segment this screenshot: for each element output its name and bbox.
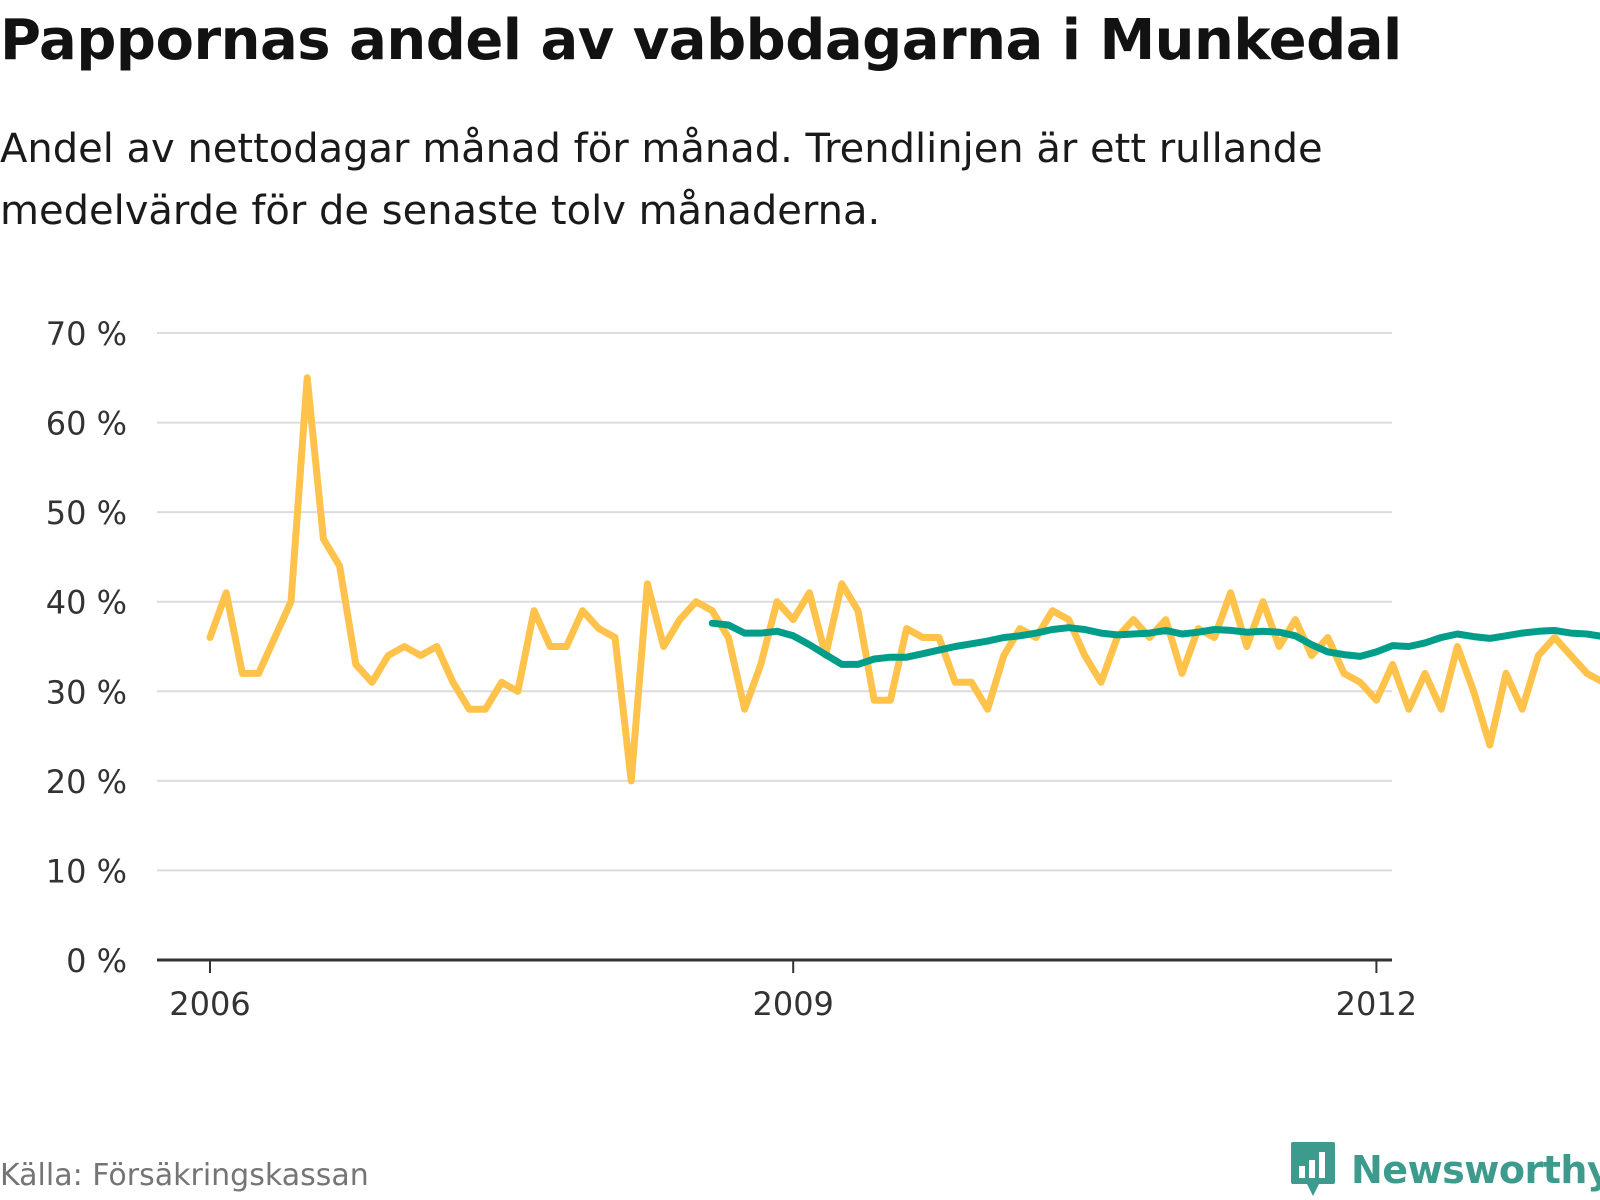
y-tick-label: 30 % xyxy=(46,673,127,711)
y-tick-label: 50 % xyxy=(46,494,127,532)
y-tick-label: 20 % xyxy=(46,763,127,801)
chart-subtitle: Andel av nettodagar månad för månad. Tre… xyxy=(0,126,1323,234)
series-line-trend xyxy=(708,619,1600,668)
y-axis-ticks: 0 % 10 % 20 % 30 % 40 % 50 % 60 % 70 % xyxy=(46,315,127,980)
brand-logo: Newsworthy xyxy=(1289,1140,1600,1200)
brand-name: Newsworthy xyxy=(1351,1148,1600,1192)
x-tick-label: 2006 xyxy=(169,985,250,1023)
x-tick-label: 2012 xyxy=(1336,985,1417,1023)
series-line-per-manad xyxy=(206,374,1600,785)
x-tick-label: 2009 xyxy=(752,985,833,1023)
y-tick-label: 10 % xyxy=(46,852,127,890)
series-lines xyxy=(206,374,1600,785)
y-tick-label: 60 % xyxy=(46,405,127,443)
bar-chart-logo-icon xyxy=(1291,1142,1335,1196)
chart-title: Pappornas andel av vabbdagarna i Munkeda… xyxy=(0,8,1402,73)
y-tick-label: 70 % xyxy=(46,315,127,353)
y-tick-label: 40 % xyxy=(46,584,127,622)
x-axis: 2006200920122015201820212023 xyxy=(157,958,1417,1023)
y-tick-label: 0 % xyxy=(66,942,127,980)
source-note: Källa: Försäkringskassan xyxy=(0,1158,369,1193)
